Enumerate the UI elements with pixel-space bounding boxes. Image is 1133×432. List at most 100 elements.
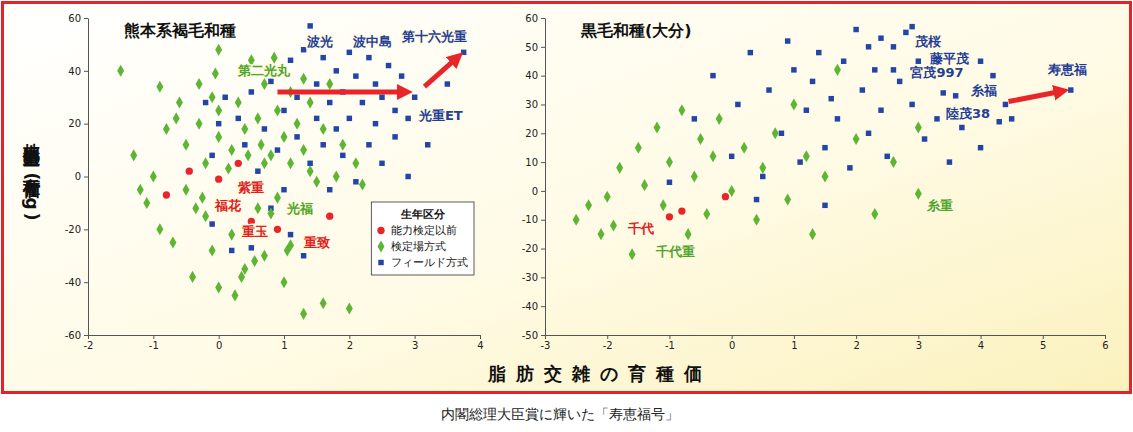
point — [209, 153, 214, 158]
point — [209, 221, 214, 226]
x-axis-tick-label: 1 — [281, 340, 287, 351]
point — [347, 116, 352, 121]
point — [685, 228, 692, 240]
point — [828, 96, 833, 101]
point — [784, 194, 791, 206]
series — [117, 44, 366, 320]
x-axis: -2-101234 — [84, 335, 484, 351]
point — [300, 73, 307, 85]
point — [666, 156, 673, 168]
point — [288, 58, 293, 63]
point — [268, 79, 273, 84]
y-axis-tick: 30 — [525, 99, 545, 110]
annotations: 茂桜藤平茂宮茂997糸福陸茂38寿恵福糸重千代千代重 — [627, 34, 1087, 259]
point — [209, 244, 216, 256]
annotation: 紫重 — [237, 180, 264, 195]
y-axis-tick: -20 — [522, 243, 545, 254]
point — [729, 154, 734, 159]
point — [710, 150, 717, 162]
y-axis-tick-mark — [541, 306, 545, 307]
x-axis-tick-mark — [153, 335, 154, 339]
point — [301, 253, 306, 258]
legend-label: 能力検定以前 — [391, 224, 457, 237]
x-axis-tick: -3 — [541, 335, 551, 351]
point — [616, 162, 623, 174]
x-axis-tick-label: 4 — [477, 340, 483, 351]
point — [254, 112, 261, 124]
point — [186, 168, 193, 175]
point — [229, 248, 234, 253]
legend-symbol — [378, 260, 383, 265]
point — [728, 185, 735, 197]
point — [307, 97, 314, 109]
point — [334, 68, 339, 73]
point — [785, 38, 790, 43]
annotation: 光重ET — [418, 108, 463, 123]
point — [716, 113, 723, 125]
y-axis: -60-40-200204060 — [65, 13, 89, 341]
point — [137, 184, 144, 196]
point — [847, 165, 852, 170]
point — [903, 30, 908, 35]
x-axis-tick-mark — [918, 335, 919, 339]
point — [340, 153, 345, 158]
point — [405, 174, 410, 179]
point — [392, 108, 397, 113]
y-axis-tick: 10 — [525, 157, 545, 168]
point — [169, 237, 176, 249]
point — [392, 134, 397, 139]
point — [262, 126, 267, 131]
point — [215, 44, 222, 56]
point — [202, 210, 209, 222]
x-axis-tick-label: -3 — [541, 340, 551, 351]
x-axis-tick: -1 — [149, 335, 159, 351]
point — [300, 308, 307, 320]
point — [804, 107, 809, 112]
point — [245, 149, 252, 161]
legend-entry: 検定場方式 — [378, 240, 446, 253]
x-axis-tick-mark — [1105, 335, 1106, 339]
point — [754, 197, 759, 202]
point — [320, 123, 327, 135]
point — [320, 142, 325, 147]
y-axis-tick-mark — [541, 335, 545, 336]
x-axis-tick: 3 — [412, 335, 418, 351]
point — [809, 228, 816, 240]
x-axis-tick-label: -2 — [603, 340, 613, 351]
point — [748, 50, 753, 55]
legend-label: フィールド方式 — [391, 256, 468, 269]
y-axis-tick-mark — [541, 47, 545, 48]
y-axis-tick-mark — [541, 277, 545, 278]
x-axis-tick-label: 1 — [791, 340, 797, 351]
point — [822, 203, 827, 208]
panel: -2-101234-60-40-200204060熊本系褐毛和種第二光丸波光波中… — [65, 13, 484, 351]
annotations: 第二光丸波光波中島第十六光重光重ET紫重福花光福重玉重致 — [214, 29, 466, 250]
point — [189, 271, 196, 283]
x-axis-tick-label: 3 — [412, 340, 418, 351]
annotation: 千代重 — [655, 244, 695, 259]
point — [196, 118, 203, 130]
point — [353, 179, 358, 184]
point — [866, 131, 871, 136]
point — [853, 133, 860, 145]
point — [741, 142, 748, 154]
y-axis-tick-mark — [541, 133, 545, 134]
point — [215, 104, 222, 116]
y-axis-tick-mark — [541, 191, 545, 192]
point — [173, 112, 180, 124]
point — [1009, 116, 1014, 121]
point — [884, 154, 889, 159]
y-axis-tick: -40 — [65, 277, 88, 288]
point — [196, 78, 203, 90]
point — [320, 55, 325, 60]
y-axis-tick: 40 — [525, 70, 545, 81]
point — [326, 212, 333, 219]
y-axis-tick-mark — [84, 71, 88, 72]
point — [347, 50, 352, 55]
point — [878, 107, 883, 112]
point — [281, 131, 288, 143]
point — [461, 50, 466, 55]
y-axis-tick-label: -20 — [65, 224, 81, 235]
point — [779, 131, 784, 136]
y-axis-tick: 20 — [525, 128, 545, 139]
